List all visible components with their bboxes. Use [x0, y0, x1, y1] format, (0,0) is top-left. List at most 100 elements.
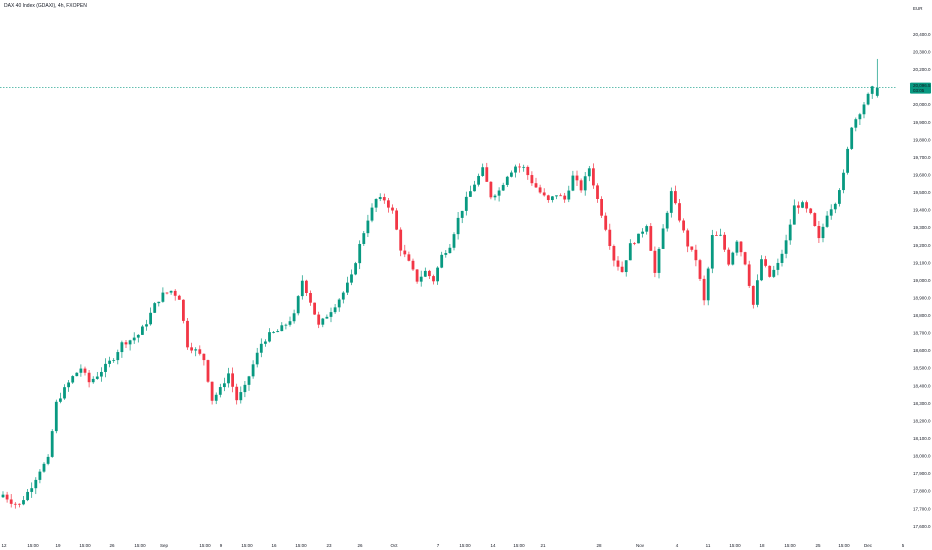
candle-body — [821, 226, 825, 239]
candle — [768, 265, 772, 278]
candle — [272, 331, 275, 334]
x-tick-label: 28 — [596, 543, 602, 548]
candle — [399, 227, 403, 257]
y-tick-label: 19,300.0 — [913, 225, 931, 230]
candle-body — [784, 240, 788, 254]
candle-body — [497, 190, 501, 196]
x-tick-label: 14 — [490, 543, 496, 548]
candle — [469, 185, 472, 197]
candle-body — [669, 191, 673, 213]
candle-body — [616, 260, 620, 267]
x-tick-label: 26 — [357, 543, 363, 548]
candle — [608, 223, 612, 250]
candle — [214, 392, 218, 405]
candle-body — [473, 184, 476, 192]
candle — [481, 163, 485, 177]
candle — [198, 345, 202, 356]
candle-body — [218, 387, 222, 395]
candle — [350, 269, 353, 286]
candle — [514, 164, 517, 178]
candle — [854, 117, 858, 132]
candle — [358, 240, 362, 270]
candle-body — [518, 166, 521, 168]
candle — [366, 214, 370, 237]
x-tick-label: 15:00 — [199, 543, 211, 548]
candle-body — [649, 226, 653, 251]
y-tick-label: 18,100.0 — [913, 436, 931, 441]
candle — [571, 170, 575, 192]
candle — [788, 219, 792, 245]
candle-body — [731, 252, 735, 265]
candle — [218, 383, 222, 398]
candle-body — [38, 471, 42, 480]
candle-body — [432, 276, 435, 282]
candle — [637, 233, 640, 244]
candle-body — [288, 321, 292, 325]
candle-body — [756, 280, 759, 305]
candle — [346, 276, 349, 295]
candle — [649, 223, 653, 251]
candle — [210, 381, 214, 405]
candle — [79, 364, 83, 377]
candle-body — [91, 378, 95, 383]
candle-body — [423, 270, 427, 277]
candle — [91, 376, 95, 384]
candle-body — [59, 398, 62, 402]
candle — [313, 302, 316, 315]
candle-body — [235, 386, 239, 401]
candle — [501, 182, 505, 192]
x-tick-label: 11 — [706, 543, 711, 548]
candle-body — [776, 262, 780, 270]
x-tick-label: Dec — [864, 543, 873, 548]
candle — [177, 294, 181, 300]
candle-body — [259, 343, 263, 353]
candle-body — [272, 332, 275, 333]
candle-body — [862, 104, 866, 115]
candle — [624, 260, 628, 277]
candle-body — [169, 290, 173, 293]
candle-body — [665, 212, 669, 229]
candle — [194, 347, 198, 357]
candle-body — [112, 360, 116, 361]
candle-body — [764, 259, 767, 266]
candle — [797, 201, 800, 214]
candle — [743, 251, 747, 266]
y-tick-label: 19,500.0 — [913, 190, 931, 195]
candle — [235, 383, 239, 405]
candle — [223, 377, 226, 392]
candle-body — [399, 229, 403, 251]
candle — [30, 482, 34, 498]
candle — [108, 356, 111, 368]
candle — [333, 304, 337, 314]
candle — [173, 289, 177, 301]
candle-body — [743, 252, 747, 265]
candle — [731, 251, 735, 266]
candle — [862, 102, 866, 119]
y-tick-label: 19,000.0 — [913, 278, 931, 283]
candle — [305, 279, 308, 296]
candle — [669, 187, 673, 218]
candle — [833, 202, 837, 214]
candle-body — [132, 337, 136, 341]
candle — [120, 340, 124, 358]
candle-body — [63, 387, 66, 399]
candle-body — [456, 217, 460, 235]
candle — [259, 338, 263, 358]
candle — [526, 165, 530, 180]
candle — [760, 255, 763, 282]
x-tick-label: 15:00 — [838, 543, 850, 548]
candle-body — [300, 280, 304, 297]
candle — [59, 392, 62, 404]
x-tick-label: Sep — [160, 543, 169, 548]
x-tick-label: 23 — [326, 543, 332, 548]
candle-body — [46, 456, 50, 464]
y-tick-label: 18,000.0 — [913, 454, 931, 459]
candle — [563, 192, 567, 203]
candle-body — [362, 233, 366, 244]
candle-body — [124, 342, 128, 345]
candle — [378, 193, 382, 202]
candle-body — [54, 401, 58, 432]
candle — [858, 112, 862, 126]
candle-body — [727, 249, 731, 265]
